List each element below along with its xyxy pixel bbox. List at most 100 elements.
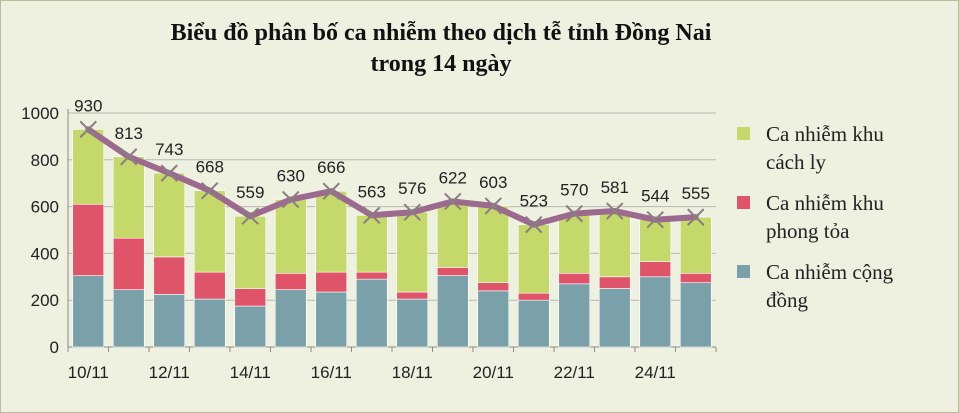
marker-stroke bbox=[606, 202, 624, 220]
bar-segment-series-1 bbox=[558, 283, 591, 348]
chart-subtitle: trong 14 ngày bbox=[371, 51, 512, 77]
x-tick-label: 12/11 bbox=[149, 363, 190, 382]
x-tick-label: 10/11 bbox=[68, 363, 109, 382]
marker-stroke bbox=[201, 181, 219, 200]
x-tick-label: 24/11 bbox=[635, 363, 676, 382]
marker-stroke bbox=[160, 164, 178, 182]
bar-segment-series-1 bbox=[153, 294, 186, 348]
legend-label: đồng bbox=[766, 288, 809, 312]
legend-label: phong tỏa bbox=[766, 219, 850, 243]
bar-segment-series-1 bbox=[396, 298, 429, 348]
bar-segment-series-2 bbox=[396, 291, 429, 300]
legend-swatch bbox=[737, 196, 750, 209]
line-point-marker bbox=[525, 215, 543, 234]
line-point-marker bbox=[241, 207, 259, 225]
bar-segment-series-3 bbox=[436, 201, 469, 268]
bar-segment-series-3 bbox=[72, 129, 105, 205]
marker-stroke bbox=[79, 120, 97, 139]
bar-segment-series-2 bbox=[274, 272, 307, 290]
bar-segment-series-3 bbox=[153, 172, 186, 258]
marker-stroke bbox=[484, 197, 502, 215]
bar-segment-series-3 bbox=[639, 219, 672, 262]
data-label: 563 bbox=[358, 182, 386, 201]
marker-stroke bbox=[525, 215, 543, 234]
marker-stroke bbox=[282, 190, 300, 209]
bar-segment-series-2 bbox=[436, 267, 469, 276]
line-point-marker bbox=[646, 210, 664, 229]
data-label: 570 bbox=[560, 181, 588, 200]
legend-label: Ca nhiễm cộng bbox=[766, 260, 894, 284]
bar-segment-series-2 bbox=[517, 292, 550, 301]
data-label: 559 bbox=[236, 183, 264, 202]
bar-segment-series-3 bbox=[679, 216, 712, 274]
legend: Ca nhiễm khu cách ly Ca nhiễm khu phong tỏa… bbox=[737, 122, 894, 312]
y-tick-label: 200 bbox=[31, 291, 59, 310]
bar-segment-series-3 bbox=[558, 213, 591, 274]
data-label: 622 bbox=[439, 168, 467, 187]
bar-segment-series-1 bbox=[193, 298, 226, 348]
line-point-marker bbox=[484, 197, 502, 215]
bar-segment-series-2 bbox=[558, 272, 591, 285]
bar-segment-series-3 bbox=[193, 190, 226, 273]
bar-segment-series-3 bbox=[112, 156, 145, 239]
marker-stroke bbox=[646, 210, 664, 229]
bar-segment-series-3 bbox=[396, 211, 429, 293]
bar-segment-series-1 bbox=[274, 289, 307, 348]
marker-stroke bbox=[120, 148, 138, 166]
line-point-marker bbox=[120, 148, 138, 166]
data-label: 523 bbox=[520, 192, 548, 211]
line-point-marker bbox=[79, 120, 97, 139]
bar-segment-series-1 bbox=[598, 288, 631, 348]
bar-segment-series-2 bbox=[355, 271, 388, 280]
bar-segment-series-3 bbox=[274, 199, 307, 274]
data-label: 813 bbox=[115, 124, 143, 143]
y-tick-label: 1000 bbox=[21, 104, 59, 123]
bar-segment-series-1 bbox=[517, 299, 550, 348]
legend-swatch bbox=[737, 265, 750, 278]
bar-segment-series-1 bbox=[436, 275, 469, 348]
bar-segment-series-3 bbox=[517, 224, 550, 294]
data-label: 666 bbox=[317, 158, 345, 177]
y-tick-label: 800 bbox=[31, 151, 59, 170]
x-tick-label: 16/11 bbox=[311, 363, 352, 382]
bar-segment-series-1 bbox=[639, 276, 672, 348]
line-point-marker bbox=[403, 203, 421, 221]
line-point-marker bbox=[363, 206, 381, 224]
line-point-marker bbox=[201, 181, 219, 200]
data-label: 555 bbox=[682, 184, 710, 203]
data-label: 603 bbox=[479, 173, 507, 192]
x-tick-label: 14/11 bbox=[230, 363, 271, 382]
bar-segment-series-2 bbox=[598, 276, 631, 289]
marker-stroke bbox=[444, 192, 462, 211]
y-tick-label: 0 bbox=[50, 338, 59, 357]
bar-segment-series-2 bbox=[639, 261, 672, 278]
bar-segment-series-2 bbox=[112, 237, 145, 290]
bar-segment-series-3 bbox=[598, 210, 631, 278]
marker-stroke bbox=[322, 182, 340, 200]
marker-stroke bbox=[403, 203, 421, 221]
line-point-marker bbox=[322, 182, 340, 200]
bar-segment-series-3 bbox=[355, 214, 388, 273]
bar-segment-series-1 bbox=[315, 291, 348, 348]
line-point-marker bbox=[282, 190, 300, 209]
line-point-marker bbox=[444, 192, 462, 211]
legend-label: Ca nhiễm khu bbox=[766, 191, 884, 215]
bar-segment-series-1 bbox=[355, 278, 388, 348]
x-tick-label: 22/11 bbox=[554, 363, 595, 382]
bar-segment-series-2 bbox=[193, 271, 226, 300]
line-point-marker bbox=[687, 208, 705, 226]
bar-segment-series-3 bbox=[477, 205, 510, 283]
marker-stroke bbox=[363, 206, 381, 224]
data-label: 630 bbox=[277, 167, 305, 186]
line-point-marker bbox=[565, 204, 583, 223]
data-label: 576 bbox=[398, 179, 426, 198]
marker-stroke bbox=[565, 204, 583, 223]
y-tick-label: 400 bbox=[31, 244, 59, 263]
bar-segment-series-2 bbox=[477, 282, 510, 292]
bar-segment-series-2 bbox=[153, 256, 186, 295]
bar-segment-series-2 bbox=[679, 272, 712, 283]
bar-segment-series-3 bbox=[234, 215, 267, 289]
plot-area: 0 200 400 600 800 1000 10/11 12/11 14/11 16/11 18/… bbox=[21, 96, 717, 382]
